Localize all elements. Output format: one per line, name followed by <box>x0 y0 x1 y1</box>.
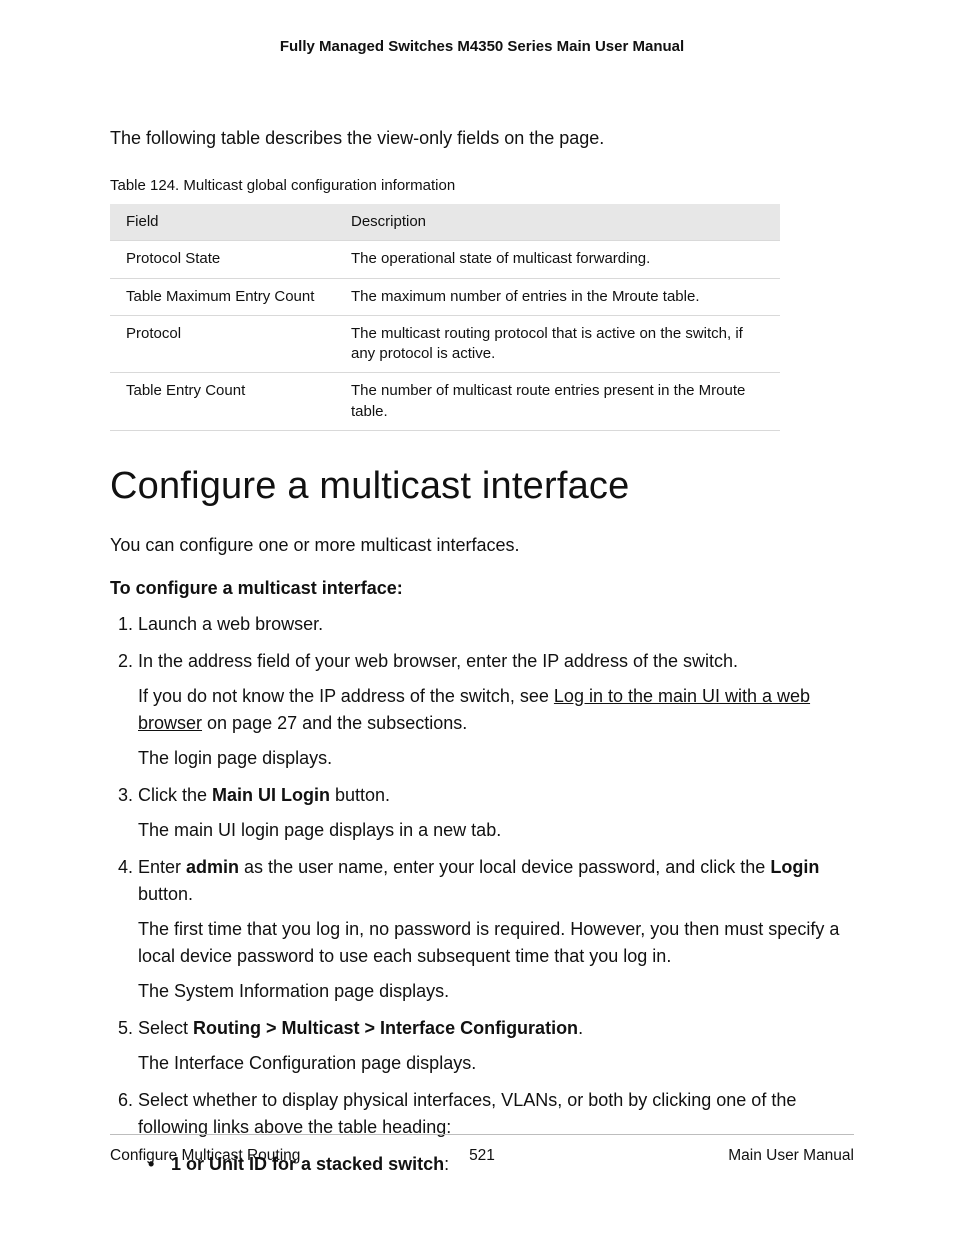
text: If you do not know the IP address of the… <box>138 686 554 706</box>
step-subtext: The first time that you log in, no passw… <box>138 916 854 970</box>
text: Click the <box>138 785 212 805</box>
step-text: Launch a web browser. <box>138 614 323 634</box>
table-row: Table Entry Count The number of multicas… <box>110 373 780 431</box>
step-text: In the address field of your web browser… <box>138 651 738 671</box>
step-subtext: If you do not know the IP address of the… <box>138 683 854 737</box>
config-info-table: Field Description Protocol State The ope… <box>110 204 780 431</box>
step-text: Select whether to display physical inter… <box>138 1090 796 1137</box>
table-cell-desc: The maximum number of entries in the Mro… <box>335 278 780 315</box>
step-item: Enter admin as the user name, enter your… <box>138 854 854 1005</box>
step-subtext: The Interface Configuration page display… <box>138 1050 854 1077</box>
procedure-list: Launch a web browser. In the address fie… <box>110 611 854 1178</box>
step-item: In the address field of your web browser… <box>138 648 854 772</box>
section-heading: Configure a multicast interface <box>110 465 854 508</box>
step-item: Select Routing > Multicast > Interface C… <box>138 1015 854 1077</box>
table-row: Table Maximum Entry Count The maximum nu… <box>110 278 780 315</box>
text: button. <box>138 884 193 904</box>
table-cell-field: Protocol <box>110 315 335 373</box>
step-item: Click the Main UI Login button. The main… <box>138 782 854 844</box>
table-row: Protocol The multicast routing protocol … <box>110 315 780 373</box>
text: Select <box>138 1018 193 1038</box>
text: button. <box>330 785 390 805</box>
text: as the user name, enter your local devic… <box>239 857 770 877</box>
ui-label: admin <box>186 857 239 877</box>
intro-paragraph: The following table describes the view-o… <box>110 125 854 151</box>
table-cell-desc: The operational state of multicast forwa… <box>335 241 780 278</box>
table-cell-field: Table Maximum Entry Count <box>110 278 335 315</box>
ui-nav-path: Routing > Multicast > Interface Configur… <box>193 1018 578 1038</box>
ui-label: Login <box>770 857 819 877</box>
ui-label: Main UI Login <box>212 785 330 805</box>
table-cell-field: Table Entry Count <box>110 373 335 431</box>
table-header-row: Field Description <box>110 204 780 241</box>
table-row: Protocol State The operational state of … <box>110 241 780 278</box>
table-cell-field: Protocol State <box>110 241 335 278</box>
table-caption: Table 124. Multicast global configuratio… <box>110 177 854 194</box>
table-cell-desc: The number of multicast route entries pr… <box>335 373 780 431</box>
table-header-desc: Description <box>335 204 780 241</box>
step-subtext: The main UI login page displays in a new… <box>138 817 854 844</box>
step-subtext: The login page displays. <box>138 745 854 772</box>
task-heading: To configure a multicast interface: <box>110 578 854 599</box>
running-head: Fully Managed Switches M4350 Series Main… <box>110 38 854 55</box>
lead-paragraph: You can configure one or more multicast … <box>110 532 854 558</box>
table-header-field: Field <box>110 204 335 241</box>
step-item: Launch a web browser. <box>138 611 854 638</box>
step-subtext: The System Information page displays. <box>138 978 854 1005</box>
footer-page-number: 521 <box>110 1147 854 1165</box>
table-cell-desc: The multicast routing protocol that is a… <box>335 315 780 373</box>
text: . <box>578 1018 583 1038</box>
page-footer: Configure Multicast Routing 521 Main Use… <box>110 1134 854 1165</box>
text: on page 27 and the subsections. <box>202 713 467 733</box>
page-content: Fully Managed Switches M4350 Series Main… <box>110 38 854 1165</box>
text: Enter <box>138 857 186 877</box>
